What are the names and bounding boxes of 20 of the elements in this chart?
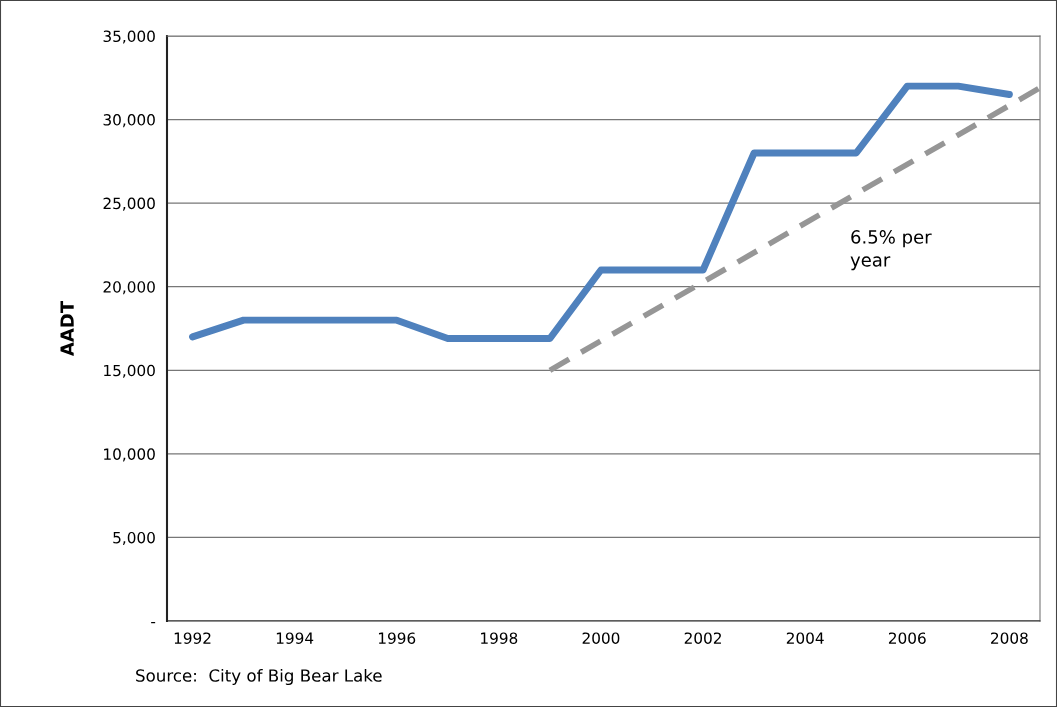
y-tick-label: 35,000 bbox=[103, 30, 155, 44]
x-tick-label: 1994 bbox=[276, 632, 314, 644]
y-axis-title: AADT bbox=[60, 300, 74, 357]
y-tick-label: 15,000 bbox=[104, 364, 155, 378]
x-tick-label: 1992 bbox=[174, 632, 211, 644]
y-tick-label: 20,000 bbox=[103, 281, 155, 295]
y-tick-label: - bbox=[151, 622, 156, 624]
y-tick-label: 30,000 bbox=[103, 114, 155, 128]
x-tick-label: 2004 bbox=[786, 632, 824, 644]
x-tick-label: 2006 bbox=[888, 632, 926, 644]
y-tick-label: 5,000 bbox=[113, 531, 155, 546]
x-tick-label: 2002 bbox=[684, 632, 721, 644]
source-note: Source: City of Big Bear Lake bbox=[136, 668, 382, 686]
annotation: 6.5% per year bbox=[850, 230, 932, 271]
x-tick-label: 2000 bbox=[582, 632, 620, 644]
y-tick-label: 25,000 bbox=[103, 197, 155, 211]
y-tick-label: 10,000 bbox=[104, 448, 155, 462]
x-tick-label: 1998 bbox=[481, 632, 518, 644]
x-tick-label: 1996 bbox=[378, 632, 416, 644]
x-tick-label: 2008 bbox=[991, 632, 1028, 644]
